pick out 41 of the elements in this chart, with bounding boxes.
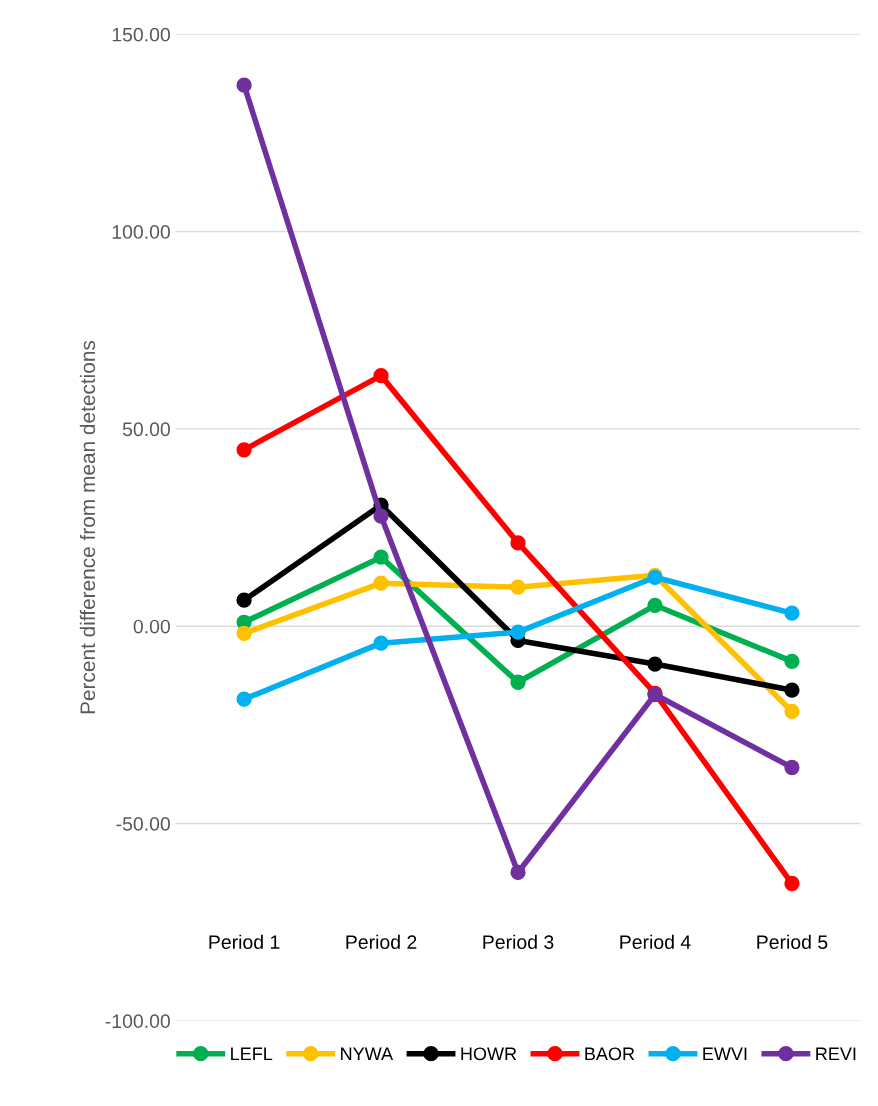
x-tick-label: Period 5: [757, 934, 828, 950]
y-tick-label: -100.00: [105, 1014, 170, 1029]
x-tick-label: Period 2: [346, 934, 417, 950]
point: [373, 549, 389, 565]
legend-label: EWVI: [703, 1047, 747, 1061]
point: [373, 635, 389, 651]
legend-label: HOWR: [461, 1047, 517, 1061]
point: [510, 674, 526, 690]
point: [373, 508, 389, 524]
point: [236, 691, 252, 707]
y-tick-label: 100.00: [112, 225, 170, 239]
point: [373, 575, 389, 591]
point: [784, 759, 800, 776]
point: [784, 653, 800, 669]
point: [784, 605, 800, 621]
point: [647, 597, 663, 613]
point: [510, 864, 526, 881]
legend-label: REVI: [816, 1047, 856, 1061]
point: [784, 682, 800, 698]
point: [510, 579, 526, 595]
y-tick-label: -50.00: [116, 817, 170, 831]
legend-label: NYWA: [341, 1047, 394, 1061]
point: [373, 367, 389, 384]
point: [236, 592, 252, 608]
point: [236, 625, 252, 641]
point: [510, 624, 526, 640]
point: [784, 703, 800, 720]
x-tick-label: Period 1: [209, 934, 280, 950]
legend-label: LEFL: [231, 1047, 273, 1061]
y-tick-label: 150.00: [112, 27, 170, 42]
point: [236, 442, 252, 458]
point: [236, 77, 252, 93]
y-axis-title: Percent difference from mean detections: [79, 340, 96, 714]
legend-label: BAOR: [585, 1047, 635, 1061]
y-tick-label: 50.00: [122, 422, 170, 437]
x-tick-label: Period 3: [483, 934, 554, 950]
point: [510, 535, 526, 551]
y-tick-label: 0.00: [133, 619, 170, 634]
point: [647, 656, 663, 672]
x-tick-label: Period 4: [620, 934, 691, 950]
point: [784, 875, 800, 892]
